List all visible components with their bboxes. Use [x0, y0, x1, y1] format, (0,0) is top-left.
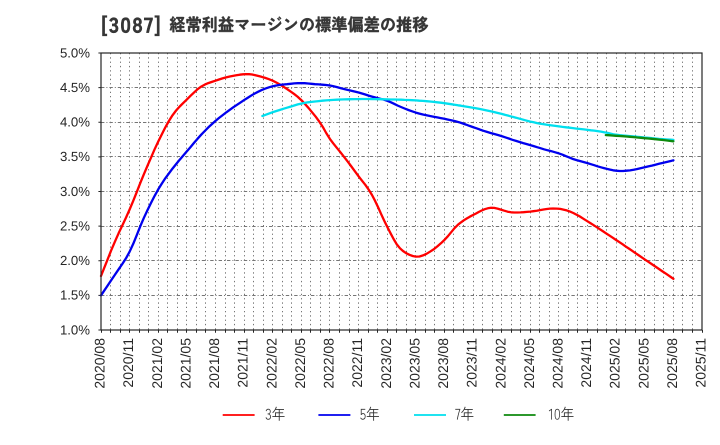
svg-text:2022/08: 2022/08 — [321, 338, 337, 389]
svg-text:2024/08: 2024/08 — [550, 338, 566, 389]
svg-text:2.5%: 2.5% — [60, 218, 90, 233]
svg-text:1.5%: 1.5% — [60, 288, 90, 303]
svg-text:2024/11: 2024/11 — [578, 338, 594, 388]
svg-text:3.5%: 3.5% — [60, 149, 90, 164]
svg-text:2023/11: 2023/11 — [464, 338, 480, 388]
svg-text:4.5%: 4.5% — [60, 80, 90, 95]
svg-text:2025/11: 2025/11 — [693, 338, 709, 388]
svg-text:2021/02: 2021/02 — [149, 338, 165, 389]
svg-text:2025/05: 2025/05 — [635, 338, 651, 389]
svg-text:2020/11: 2020/11 — [120, 338, 136, 388]
svg-text:2025/02: 2025/02 — [607, 338, 623, 389]
svg-text:2021/11: 2021/11 — [235, 338, 251, 388]
svg-text:2021/08: 2021/08 — [206, 338, 222, 389]
svg-text:2022/02: 2022/02 — [263, 338, 279, 389]
svg-text:2023/08: 2023/08 — [435, 338, 451, 389]
svg-text:2023/02: 2023/02 — [378, 338, 394, 389]
svg-text:2024/05: 2024/05 — [521, 338, 537, 389]
svg-text:4.0%: 4.0% — [60, 115, 90, 130]
svg-text:5.0%: 5.0% — [60, 45, 90, 60]
svg-text:3.0%: 3.0% — [60, 184, 90, 199]
svg-text:2024/02: 2024/02 — [492, 338, 508, 389]
svg-text:2022/05: 2022/05 — [292, 338, 308, 389]
svg-text:2021/05: 2021/05 — [177, 338, 193, 389]
svg-text:2023/05: 2023/05 — [406, 338, 422, 389]
svg-text:2020/08: 2020/08 — [92, 338, 108, 389]
svg-text:1.0%: 1.0% — [60, 322, 90, 337]
svg-text:2022/11: 2022/11 — [349, 338, 365, 388]
svg-text:2.0%: 2.0% — [60, 253, 90, 268]
svg-text:2025/08: 2025/08 — [664, 338, 680, 389]
